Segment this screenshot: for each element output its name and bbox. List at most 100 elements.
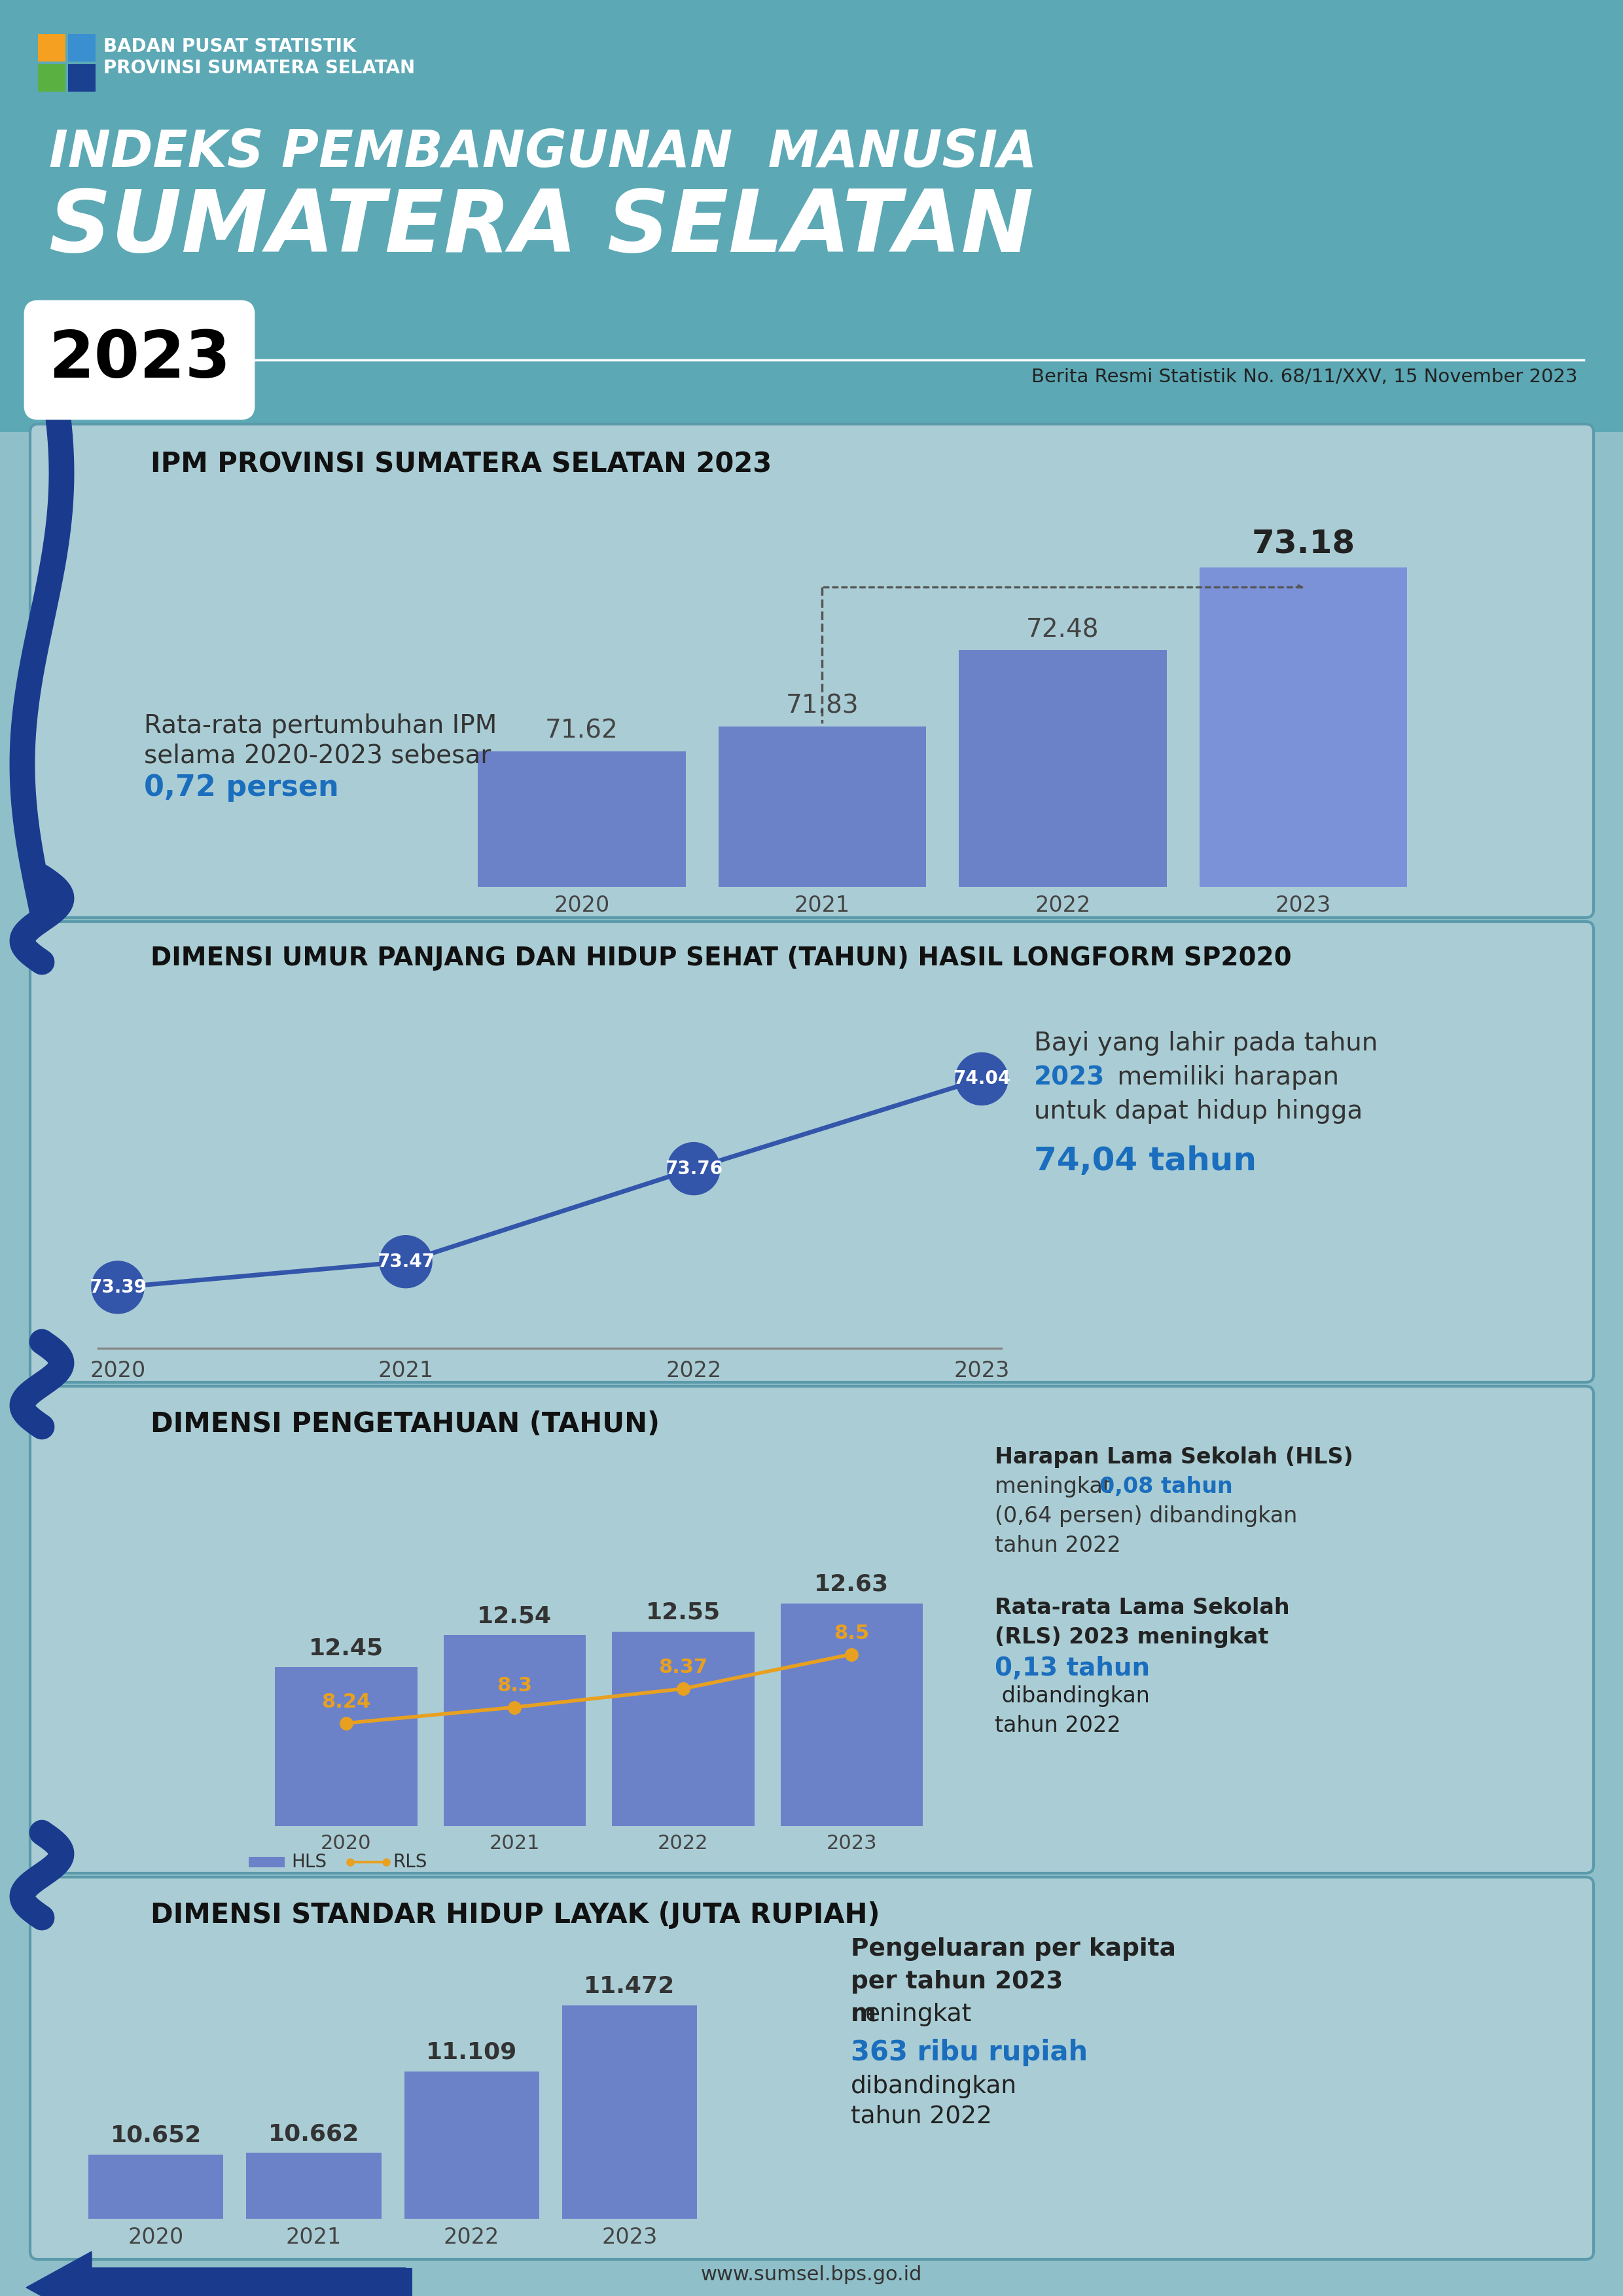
Text: 2023: 2023 (49, 328, 230, 393)
Text: (0,64 persen) dibandingkan: (0,64 persen) dibandingkan (995, 1506, 1297, 1527)
Text: 2020: 2020 (128, 2227, 183, 2248)
Text: 71.62: 71.62 (545, 719, 618, 744)
Text: (RLS) 2023 meningkat: (RLS) 2023 meningkat (995, 1626, 1269, 1649)
Text: Harapan Lama Sekolah (HLS): Harapan Lama Sekolah (HLS) (995, 1446, 1354, 1467)
Text: DIMENSI STANDAR HIDUP LAYAK (JUTA RUPIAH): DIMENSI STANDAR HIDUP LAYAK (JUTA RUPIAH… (151, 1901, 880, 1929)
Bar (274, 1667, 417, 1825)
Text: DIMENSI UMUR PANJANG DAN HIDUP SEHAT (TAHUN) HASIL LONGFORM SP2020: DIMENSI UMUR PANJANG DAN HIDUP SEHAT (TA… (151, 946, 1292, 971)
FancyBboxPatch shape (31, 1387, 1594, 1874)
Text: 74.04: 74.04 (953, 1070, 1011, 1088)
Bar (404, 2071, 539, 2218)
Circle shape (91, 1261, 144, 1313)
FancyBboxPatch shape (31, 921, 1594, 1382)
Bar (959, 650, 1167, 886)
Text: PROVINSI SUMATERA SELATAN: PROVINSI SUMATERA SELATAN (104, 60, 415, 78)
Text: 73.18: 73.18 (1251, 528, 1355, 560)
Text: 2021: 2021 (286, 2227, 341, 2248)
FancyBboxPatch shape (31, 425, 1594, 918)
Text: tahun 2022: tahun 2022 (995, 1715, 1121, 1736)
Text: 11.472: 11.472 (584, 1975, 675, 1998)
Text: Bayi yang lahir pada tahun: Bayi yang lahir pada tahun (1034, 1031, 1378, 1056)
Text: eningkat: eningkat (865, 2002, 972, 2027)
Text: 2023: 2023 (602, 2227, 657, 2248)
Text: 12.55: 12.55 (646, 1603, 721, 1623)
Text: untuk dapat hidup hingga: untuk dapat hidup hingga (1034, 1100, 1363, 1123)
Text: BADAN PUSAT STATISTIK: BADAN PUSAT STATISTIK (104, 37, 357, 55)
Text: 2022: 2022 (665, 1359, 722, 1382)
Text: 73.47: 73.47 (377, 1254, 435, 1272)
Text: 2020: 2020 (89, 1359, 146, 1382)
Text: 0,13 tahun: 0,13 tahun (995, 1655, 1151, 1681)
Text: 2022: 2022 (657, 1835, 708, 1853)
FancyBboxPatch shape (31, 1878, 1594, 2259)
Text: 8.37: 8.37 (659, 1658, 708, 1676)
Text: INDEKS PEMBANGUNAN  MANUSIA: INDEKS PEMBANGUNAN MANUSIA (49, 129, 1037, 177)
FancyArrow shape (26, 2252, 406, 2296)
Text: 2020: 2020 (553, 895, 610, 916)
Text: Pengeluaran per kapita: Pengeluaran per kapita (850, 1938, 1177, 1961)
Text: per tahun 2023: per tahun 2023 (850, 1970, 1063, 1993)
Text: Rata-rata pertumbuhan IPM: Rata-rata pertumbuhan IPM (144, 714, 497, 739)
Circle shape (667, 1143, 721, 1194)
Text: 2020: 2020 (321, 1835, 372, 1853)
Bar (1199, 567, 1407, 886)
Bar (0, 0, 1623, 432)
Bar (91, 2268, 412, 2296)
Text: dibandingkan: dibandingkan (995, 1685, 1149, 1706)
Text: dibandingkan: dibandingkan (850, 2076, 1018, 2099)
Circle shape (380, 1235, 432, 1288)
Text: 8.24: 8.24 (321, 1692, 370, 1711)
Text: 363 ribu rupiah: 363 ribu rupiah (850, 2039, 1087, 2066)
Bar (247, 2154, 381, 2218)
Text: 2023: 2023 (1276, 895, 1331, 916)
Text: 2021: 2021 (489, 1835, 540, 1853)
Text: 11.109: 11.109 (425, 2041, 518, 2064)
Bar (443, 1635, 586, 1825)
Text: 2022: 2022 (443, 2227, 500, 2248)
Text: 0,72 persen: 0,72 persen (144, 774, 339, 801)
Text: 8.3: 8.3 (497, 1676, 532, 1694)
FancyBboxPatch shape (24, 301, 253, 418)
Text: 2023: 2023 (954, 1359, 1010, 1382)
Text: 2023: 2023 (1034, 1065, 1105, 1091)
Text: 10.652: 10.652 (110, 2124, 201, 2147)
Bar (248, 1857, 284, 1867)
Text: 72.48: 72.48 (1026, 618, 1099, 643)
Text: memiliki harapan: memiliki harapan (1109, 1065, 1339, 1091)
Bar (68, 64, 96, 92)
Text: www.sumsel.bps.go.id: www.sumsel.bps.go.id (701, 2266, 922, 2285)
Bar (477, 751, 685, 886)
Bar (612, 1632, 755, 1825)
Bar (37, 34, 65, 62)
Text: Berita Resmi Statistik No. 68/11/XXV, 15 November 2023: Berita Resmi Statistik No. 68/11/XXV, 15… (1031, 367, 1578, 386)
Text: tahun 2022: tahun 2022 (850, 2103, 992, 2128)
Text: Rata-rata Lama Sekolah: Rata-rata Lama Sekolah (995, 1598, 1290, 1619)
Bar (88, 2154, 224, 2218)
Text: 73.76: 73.76 (665, 1159, 722, 1178)
Text: 2021: 2021 (378, 1359, 433, 1382)
Text: 8.5: 8.5 (834, 1623, 870, 1642)
Text: 73.39: 73.39 (89, 1279, 146, 1297)
Text: 0,08 tahun: 0,08 tahun (1099, 1476, 1233, 1497)
Text: HLS: HLS (291, 1853, 326, 1871)
Text: tahun 2022: tahun 2022 (995, 1534, 1121, 1557)
Bar (0, 432, 1623, 2296)
Text: 12.63: 12.63 (815, 1573, 889, 1596)
Bar (68, 34, 96, 62)
Bar (562, 2004, 696, 2218)
Text: IPM PROVINSI SUMATERA SELATAN 2023: IPM PROVINSI SUMATERA SELATAN 2023 (151, 450, 773, 478)
Text: meningkat: meningkat (995, 1476, 1118, 1497)
Bar (781, 1603, 923, 1825)
Bar (719, 726, 927, 886)
Text: 2023: 2023 (826, 1835, 876, 1853)
Text: SUMATERA SELATAN: SUMATERA SELATAN (49, 186, 1034, 269)
Text: selama 2020-2023 sebesar: selama 2020-2023 sebesar (144, 744, 492, 767)
Text: m: m (850, 2002, 876, 2027)
Bar (37, 64, 65, 92)
Text: 10.662: 10.662 (268, 2124, 359, 2144)
Text: 71.83: 71.83 (786, 693, 859, 719)
Text: 12.45: 12.45 (308, 1637, 383, 1660)
Text: 2022: 2022 (1035, 895, 1091, 916)
Text: 12.54: 12.54 (477, 1605, 552, 1628)
Text: DIMENSI PENGETAHUAN (TAHUN): DIMENSI PENGETAHUAN (TAHUN) (151, 1410, 659, 1437)
